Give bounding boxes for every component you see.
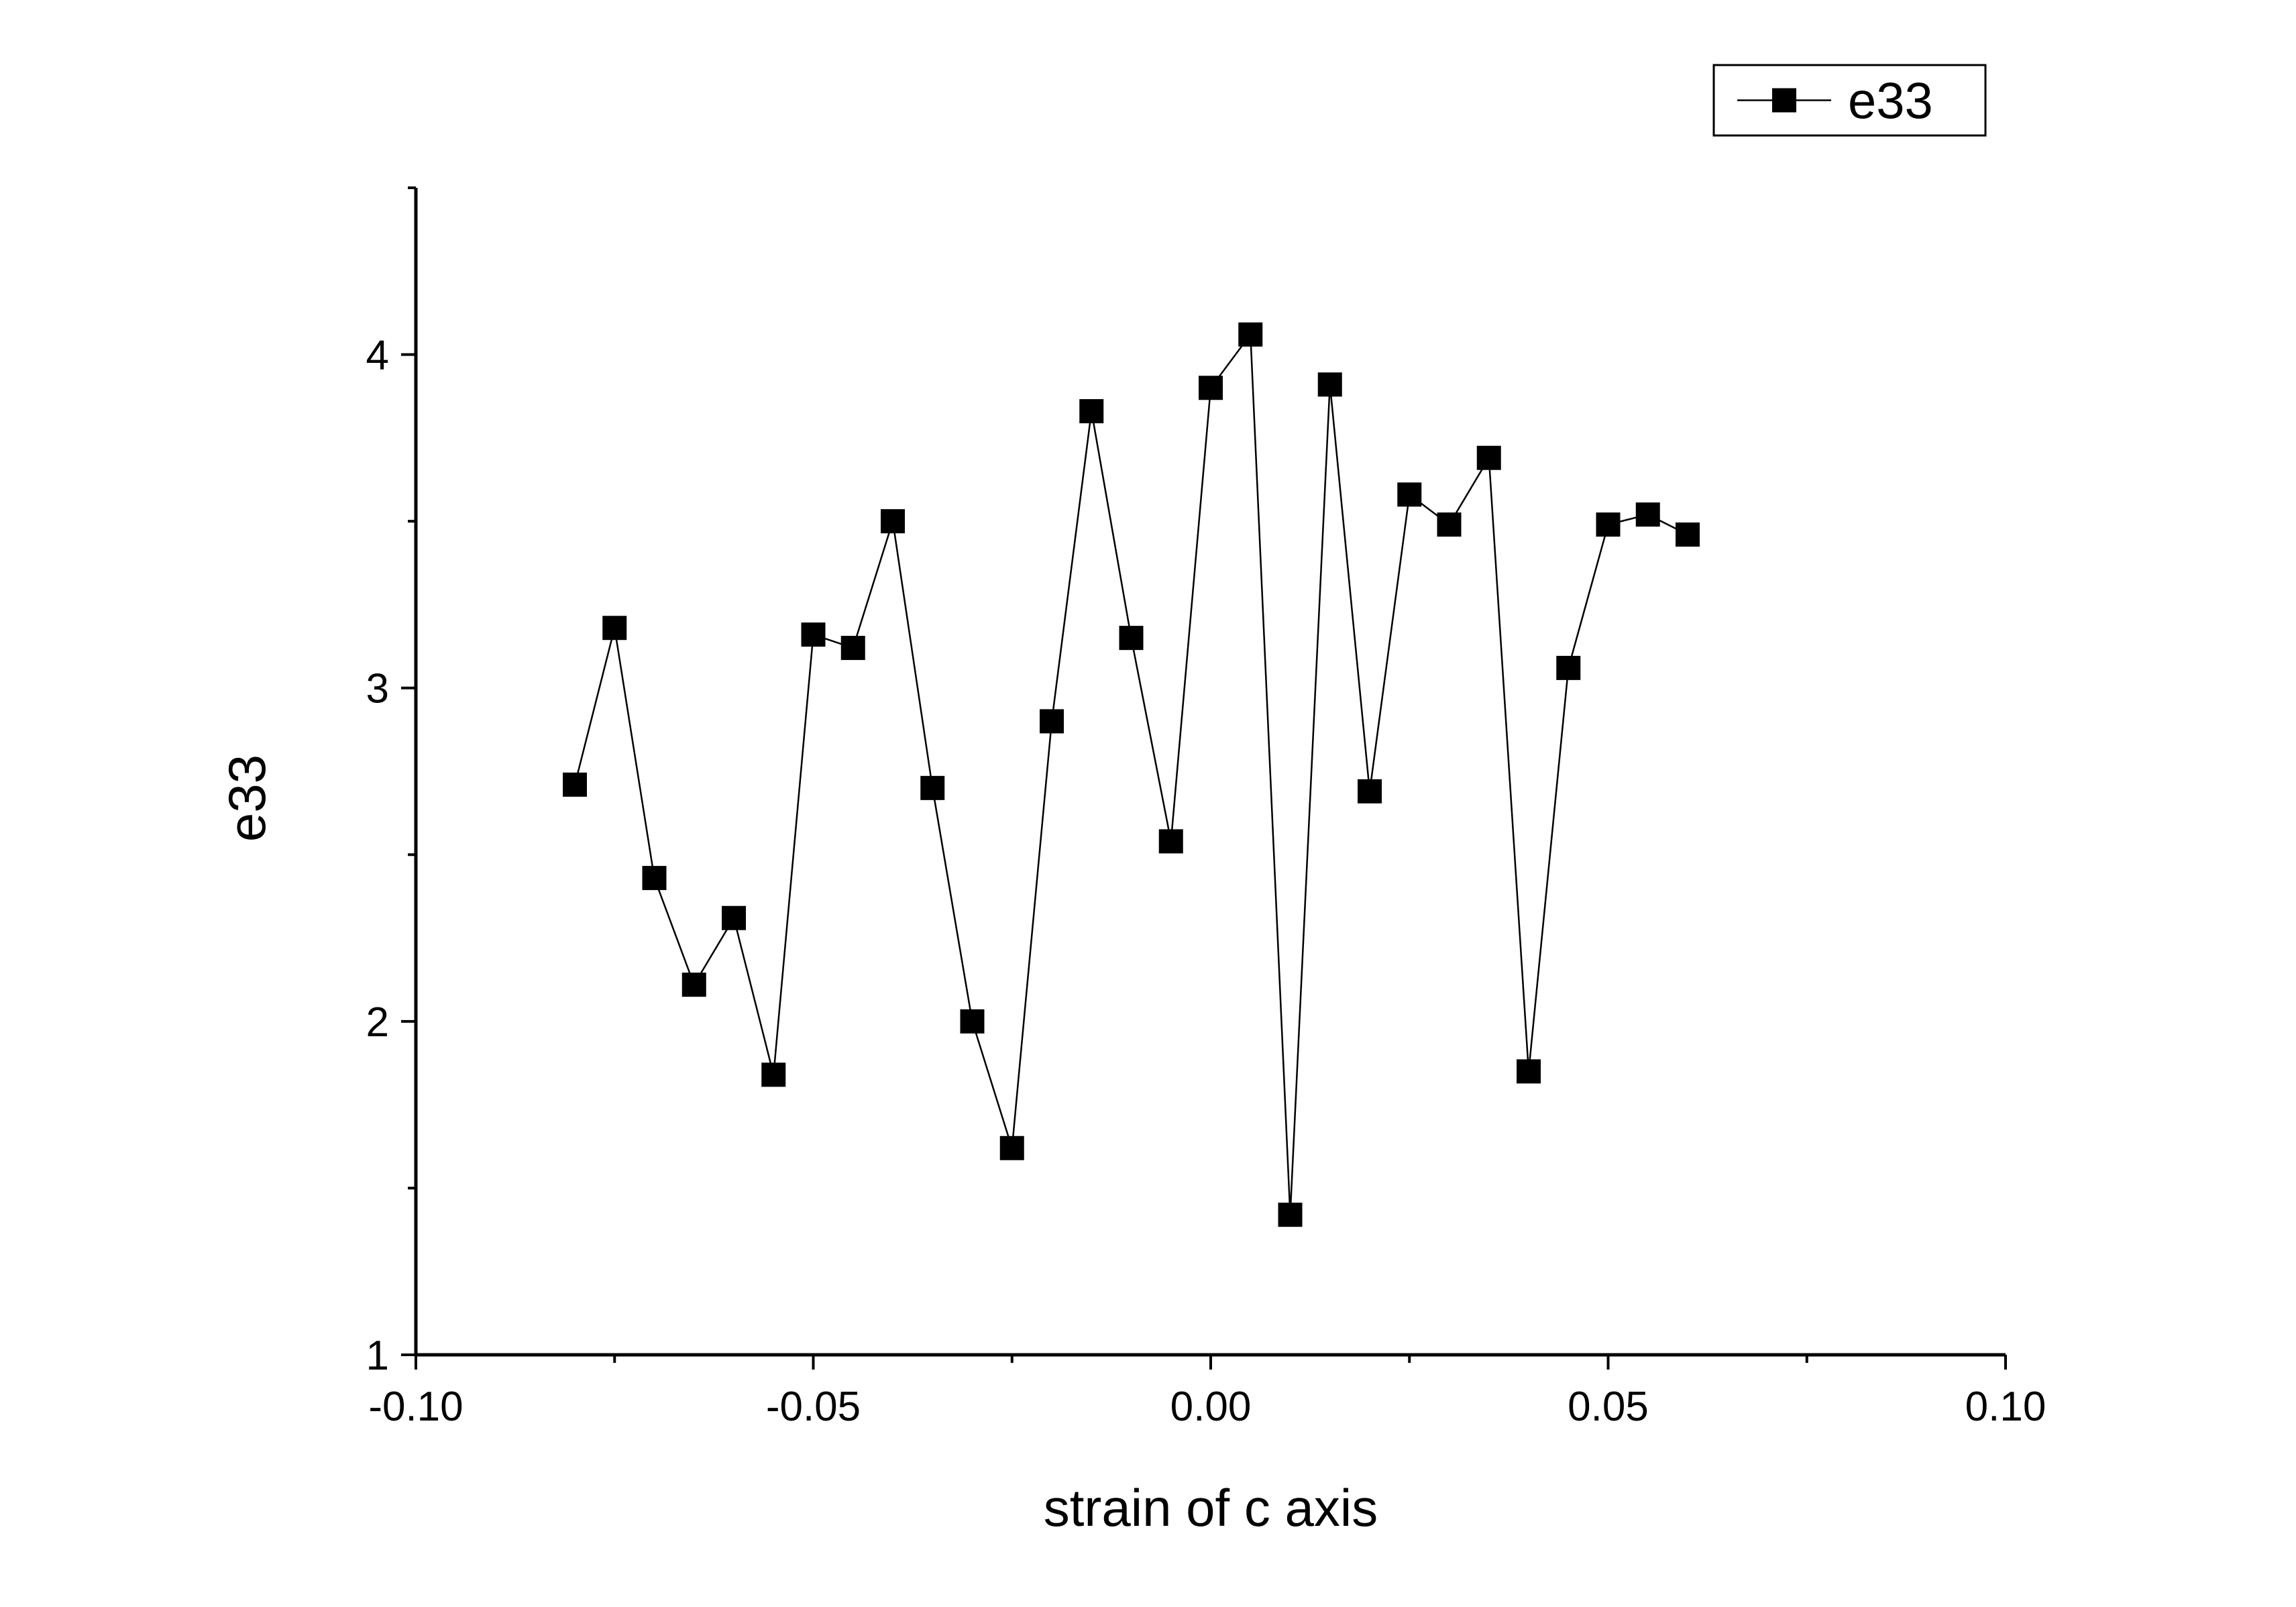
data-point-marker [1040, 709, 1064, 734]
data-point-marker [1358, 779, 1382, 804]
data-point-marker [563, 772, 587, 797]
series-layer [563, 322, 1700, 1227]
data-point-marker [1079, 399, 1104, 424]
x-axis-title: strain of c axis [1044, 1478, 1378, 1537]
x-tick-label: -0.10 [368, 1384, 463, 1430]
data-point-marker [1317, 372, 1342, 397]
data-point-marker [1238, 322, 1263, 347]
data-point-marker [1158, 829, 1183, 854]
x-tick-label: 0.00 [1170, 1384, 1252, 1430]
data-point-marker [1556, 655, 1581, 680]
data-point-marker [999, 1135, 1024, 1160]
data-point-marker [1199, 376, 1223, 400]
y-tick-label: 3 [366, 666, 389, 712]
data-point-marker [1397, 482, 1422, 507]
x-tick-label: 0.05 [1568, 1384, 1649, 1430]
y-tick-label: 4 [366, 333, 389, 379]
data-point-marker [1596, 512, 1621, 537]
legend-marker-sample [1772, 88, 1796, 113]
data-point-marker [642, 866, 667, 891]
data-point-marker [1278, 1203, 1303, 1227]
y-tick-label: 2 [366, 999, 389, 1046]
data-point-marker [1119, 626, 1144, 651]
data-point-marker [681, 973, 706, 997]
data-point-marker [761, 1062, 786, 1087]
data-point-marker [1635, 502, 1660, 527]
legend: e33 [1712, 64, 1987, 137]
x-tick-label: -0.05 [766, 1384, 861, 1430]
data-point-marker [920, 775, 945, 800]
data-point-marker [801, 622, 826, 647]
data-point-marker [840, 636, 865, 661]
data-point-marker [1437, 512, 1462, 537]
data-point-marker [602, 616, 627, 641]
y-tick-label: 1 [366, 1333, 389, 1379]
axes: -0.10 -0.05 0.00 0.05 0.10 1 2 3 4 strain of c ax… [217, 186, 2046, 1537]
y-axis-title: e33 [217, 755, 276, 842]
data-point-marker [1476, 445, 1501, 470]
data-point-marker [960, 1009, 985, 1034]
x-tick-label: 0.10 [1965, 1384, 2046, 1430]
data-point-marker [881, 509, 905, 534]
data-point-marker [722, 905, 746, 930]
data-point-marker [1517, 1059, 1541, 1084]
data-point-marker [1676, 522, 1700, 547]
legend-label: e33 [1848, 73, 1933, 130]
